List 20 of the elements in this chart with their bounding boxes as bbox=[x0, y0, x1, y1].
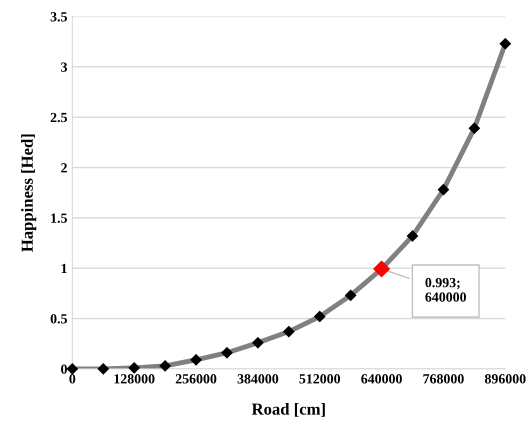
x-tick-label: 640000 bbox=[361, 374, 402, 384]
point bbox=[373, 260, 390, 278]
x-tick-label: 0 bbox=[69, 374, 76, 384]
x-axis-title: Road [cm] bbox=[252, 403, 325, 417]
y-tick-label: 2 bbox=[61, 163, 67, 172]
x-tick-label: 384000 bbox=[238, 374, 278, 384]
y-tick-label: 3.5 bbox=[50, 12, 67, 22]
x-tick-label: 256000 bbox=[176, 374, 216, 384]
y-axis-title: Happiness [Hed] bbox=[21, 134, 36, 252]
y-tick-label: 0 bbox=[61, 364, 67, 374]
x-tick-label: 128000 bbox=[114, 374, 154, 384]
y-tick-label: 2.5 bbox=[50, 112, 67, 122]
y-tick-label: 3 bbox=[61, 62, 67, 72]
y-tick-label: 1 bbox=[62, 264, 67, 274]
x-tick-label: 512000 bbox=[299, 374, 340, 384]
y-tick-label: 0.5 bbox=[50, 314, 67, 324]
x-tick-label: 896000 bbox=[484, 374, 526, 384]
y-tick-label: 1.5 bbox=[51, 214, 67, 223]
x-tick-label: 768000 bbox=[423, 374, 464, 384]
annotation: 0.993; 640000 bbox=[425, 278, 466, 302]
